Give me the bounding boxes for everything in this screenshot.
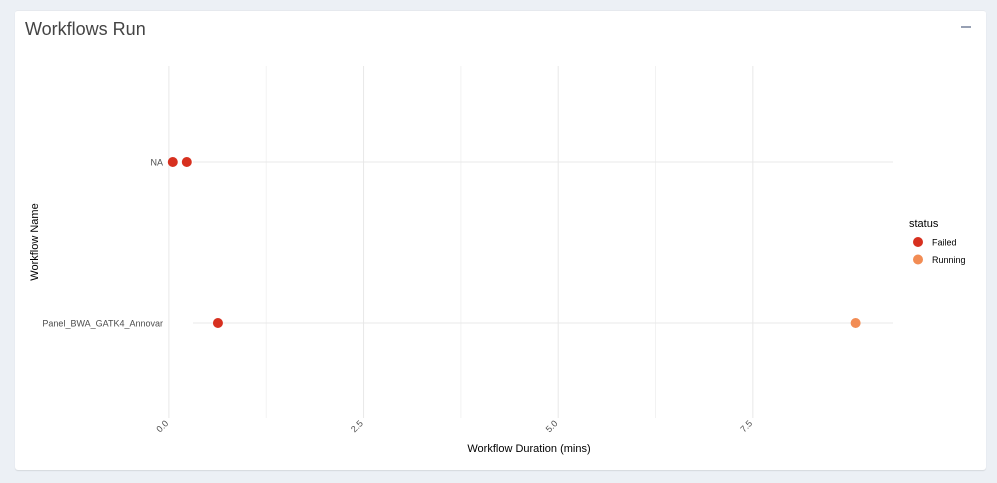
x-tick-label: 0.0 — [154, 418, 170, 434]
minus-icon — [961, 26, 971, 28]
y-tick-label: Panel_BWA_GATK4_Annovar — [42, 319, 163, 329]
data-point-failed — [181, 157, 192, 167]
x-tick-label: 5.0 — [544, 418, 560, 434]
x-tick-label: 2.5 — [349, 418, 365, 434]
card-title: Workflows Run — [25, 19, 146, 39]
legend-title: status — [909, 218, 939, 230]
legend-key-running — [913, 254, 923, 265]
workflows-run-card: Workflows Run — [15, 10, 986, 470]
y-axis-title: Workflow Name — [29, 203, 41, 280]
collapse-button[interactable] — [958, 17, 974, 37]
legend-label: Failed — [932, 238, 957, 248]
data-point-running — [850, 318, 861, 328]
legend-label: Running — [932, 255, 966, 265]
x-axis-title: Workflow Duration (mins) — [467, 443, 590, 455]
x-tick-label: 7.5 — [738, 418, 754, 434]
data-point-failed — [212, 318, 223, 328]
data-point-failed — [167, 157, 178, 167]
y-tick-label: NA — [150, 158, 163, 168]
legend-key-failed — [913, 237, 923, 247]
